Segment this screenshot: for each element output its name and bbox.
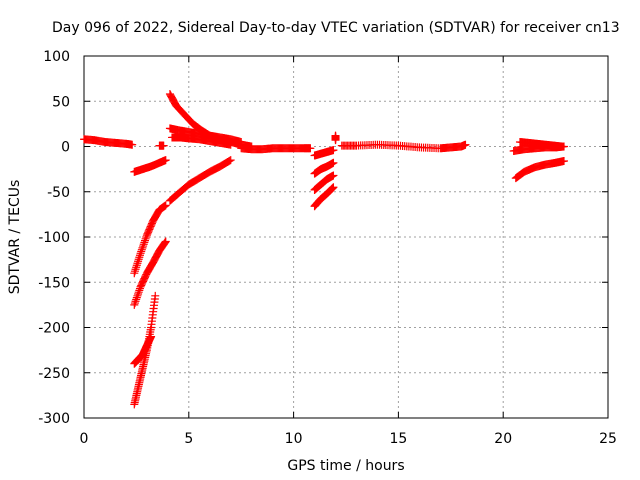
- data-point: [329, 183, 338, 192]
- data-point: [329, 146, 338, 155]
- data-point: [329, 171, 338, 180]
- data-point: [134, 257, 143, 266]
- data-point: [130, 299, 139, 308]
- series-arc-neg25: [130, 156, 170, 176]
- y-tick-label: 100: [43, 49, 70, 65]
- data-point: [133, 291, 142, 300]
- data-point: [160, 239, 169, 248]
- data-point: [328, 183, 337, 192]
- y-tick-label: -300: [38, 411, 70, 427]
- series-arc-neg240: [130, 332, 156, 368]
- y-axis-label: SDTVAR / TECUs: [7, 180, 23, 295]
- data-point: [138, 243, 147, 252]
- data-point: [161, 238, 170, 247]
- data-point: [159, 141, 168, 150]
- data-point: [329, 158, 338, 167]
- data-point: [134, 290, 143, 299]
- data-point: [130, 269, 139, 278]
- data-point: [226, 156, 235, 165]
- data-point: [134, 255, 143, 264]
- y-tick-label: -50: [47, 185, 70, 201]
- data-point: [139, 240, 148, 249]
- data-point: [133, 259, 142, 268]
- series-arc-decay-low: [168, 133, 235, 149]
- series-arc-neg140: [130, 201, 170, 278]
- data-point: [140, 236, 149, 245]
- data-point: [327, 185, 336, 194]
- data-point: [130, 300, 139, 309]
- data-point: [137, 247, 146, 256]
- x-tick-label: 25: [599, 431, 617, 447]
- data-point: [141, 234, 150, 243]
- data-points: [80, 90, 568, 409]
- series-arc-21h-mid: [509, 142, 568, 156]
- data-point: [136, 249, 145, 258]
- series-arc-rise-neg60: [165, 156, 235, 205]
- x-tick-label: 5: [184, 431, 193, 447]
- data-point: [161, 156, 170, 165]
- series-arc-11h-a: [310, 146, 338, 160]
- data-point: [147, 332, 156, 341]
- data-point: [135, 251, 144, 260]
- y-tick-label: -100: [38, 230, 70, 246]
- data-point: [128, 140, 137, 149]
- y-tick-label: -200: [38, 321, 70, 337]
- x-axis-label: GPS time / hours: [287, 458, 404, 474]
- chart-title: Day 096 of 2022, Sidereal Day-to-day VTE…: [52, 20, 620, 36]
- data-point: [559, 156, 568, 165]
- series-arc-baseline-late: [337, 140, 470, 153]
- data-point: [161, 237, 170, 246]
- data-point: [161, 201, 170, 210]
- series-arc-baseline-start: [80, 135, 137, 149]
- series-arc-11h-outlier: [331, 131, 340, 145]
- data-point: [130, 267, 139, 276]
- data-point: [135, 253, 144, 262]
- y-tick-label: -250: [38, 366, 70, 382]
- y-tick-label: 50: [52, 94, 70, 110]
- x-tick-labels: 0 5 10 15 20 25: [80, 431, 617, 447]
- x-tick-label: 10: [285, 431, 303, 447]
- data-point: [559, 142, 568, 151]
- series-arc-baseline-mid: [237, 144, 315, 154]
- x-tick-label: 20: [494, 431, 512, 447]
- axis-ticks: [83, 55, 609, 419]
- y-tick-label: -150: [38, 275, 70, 291]
- data-point: [132, 263, 141, 272]
- x-tick-label: 0: [80, 431, 89, 447]
- data-point: [461, 140, 470, 149]
- data-point: [226, 140, 235, 149]
- data-point: [134, 288, 143, 297]
- grid-lines: [84, 56, 608, 418]
- data-point: [137, 245, 146, 254]
- x-tick-label: 15: [389, 431, 407, 447]
- data-point: [132, 295, 141, 304]
- y-tick-labels: 100 50 0 -50 -100 -150 -200 -250 -300: [38, 49, 70, 427]
- data-point: [328, 184, 337, 193]
- series-arc-11h-d: [310, 183, 338, 211]
- data-point: [331, 136, 340, 145]
- series-arc-neg175: [130, 237, 170, 309]
- series-arc-decay-mid: [165, 124, 246, 146]
- data-point: [132, 261, 141, 270]
- data-point: [306, 144, 315, 153]
- data-point: [132, 293, 141, 302]
- data-point: [131, 265, 140, 274]
- data-point: [135, 286, 144, 295]
- series-arc-21h-low: [511, 156, 568, 183]
- series-arc-11h-c: [310, 171, 338, 194]
- series-arc-11h-b: [310, 158, 338, 178]
- data-point: [151, 291, 160, 300]
- data-point: [139, 242, 148, 251]
- y-tick-label: 0: [61, 140, 70, 156]
- series-arc-short-blip: [155, 141, 168, 150]
- data-point: [225, 156, 234, 165]
- data-point: [131, 297, 140, 306]
- data-point: [140, 238, 149, 247]
